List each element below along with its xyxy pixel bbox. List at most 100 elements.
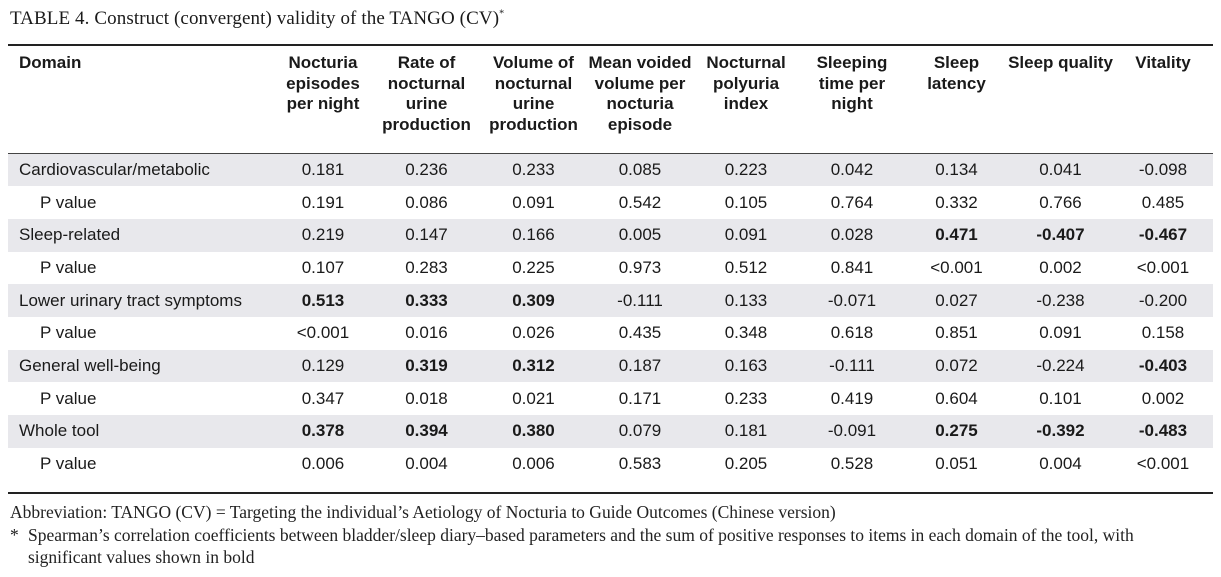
p-value-cell: 0.347 xyxy=(301,388,345,408)
correlation-cell: -0.403 xyxy=(1113,349,1213,383)
p-value-cell: 0.851 xyxy=(935,323,978,343)
correlation-cell: 0.333 xyxy=(373,284,480,317)
domain-row: General well-being 0.129 0.319 0.312 0.187 0.… xyxy=(8,349,1213,383)
correlation-cell: -0.091 xyxy=(799,415,905,448)
correlation-cell: -0.111 xyxy=(799,349,905,383)
column-header: Sleep quality xyxy=(1008,46,1113,154)
p-value-cell: 0.191 xyxy=(301,192,345,212)
column-header: Vitality xyxy=(1113,46,1213,154)
correlation-cell: 0.378 xyxy=(273,415,373,448)
p-value-cell: 0.002 xyxy=(1141,388,1185,408)
correlation-cell: -0.467 xyxy=(1113,218,1213,252)
correlation-cell: 0.394 xyxy=(373,415,480,448)
p-value-cell: 0.004 xyxy=(1039,454,1082,474)
correlation-cell: 0.041 xyxy=(1008,153,1113,187)
p-value-cell: 0.006 xyxy=(512,454,555,474)
domain-label: Lower urinary tract symptoms xyxy=(8,284,273,317)
p-value-cell: 0.086 xyxy=(405,192,448,212)
correlation-cell: 0.133 xyxy=(693,284,799,317)
correlation-cell: 0.134 xyxy=(905,153,1008,187)
domain-label: General well-being xyxy=(8,349,273,383)
p-value-cell: 0.973 xyxy=(618,257,662,277)
table-caption: TABLE 4. Construct (convergent) validity… xyxy=(10,8,504,30)
column-header: Volume of nocturnal urine production xyxy=(480,46,587,154)
p-value-cell: 0.766 xyxy=(1039,192,1082,212)
table-top-rule xyxy=(8,44,1213,46)
p-value-cell: 0.018 xyxy=(405,388,448,408)
p-value-cell: 0.233 xyxy=(724,388,768,408)
correlation-cell: 0.181 xyxy=(273,153,373,187)
p-value-cell: 0.101 xyxy=(1039,388,1082,408)
domain-row: Cardiovascular/metabolic 0.181 0.236 0.233 0… xyxy=(8,153,1213,187)
p-value-cell: <0.001 xyxy=(1136,257,1190,277)
column-header: Domain xyxy=(8,46,273,154)
correlation-cell: 0.309 xyxy=(480,284,587,317)
correlation-cell: 0.072 xyxy=(905,349,1008,383)
table-caption-label: TABLE 4. xyxy=(10,8,90,29)
column-header: Sleep latency xyxy=(905,46,1008,154)
correlation-cell: 0.129 xyxy=(273,349,373,383)
p-value-cell: 0.435 xyxy=(618,323,662,343)
p-value-cell: 0.051 xyxy=(935,454,978,474)
p-value-cell: 0.583 xyxy=(618,454,662,474)
p-value-cell: 0.618 xyxy=(830,323,874,343)
correlation-cell: 0.147 xyxy=(373,218,480,252)
correlation-cell: 0.319 xyxy=(373,349,480,383)
domain-label: Sleep-related xyxy=(8,218,273,252)
column-header: Nocturnal polyuria index xyxy=(693,46,799,154)
correlation-cell: -0.407 xyxy=(1008,218,1113,252)
footnote-star: * xyxy=(10,525,19,545)
table-caption-title: Construct (convergent) validity of the T… xyxy=(94,8,500,29)
correlation-cell: -0.071 xyxy=(799,284,905,317)
p-value-cell: 0.205 xyxy=(724,454,768,474)
p-value-row: P value 0.107 0.283 0.225 0.973 0.512 0.841 <0.… xyxy=(8,252,1213,285)
correlation-cell: -0.392 xyxy=(1008,415,1113,448)
p-value-label: P value xyxy=(40,454,97,474)
validity-table: Domain Nocturia episodes per night Rate … xyxy=(8,46,1213,480)
domain-row: Whole tool 0.378 0.394 0.380 0.079 0.181 -0.09… xyxy=(8,415,1213,448)
p-value-cell: 0.542 xyxy=(618,192,662,212)
correlation-cell: 0.166 xyxy=(480,218,587,252)
p-value-cell: 0.841 xyxy=(830,257,874,277)
p-value-cell: 0.171 xyxy=(618,388,662,408)
p-value-cell: 0.004 xyxy=(405,454,448,474)
p-value-cell: 0.225 xyxy=(512,257,555,277)
correlation-cell: -0.098 xyxy=(1113,153,1213,187)
p-value-label: P value xyxy=(40,192,97,212)
column-header: Sleeping time per night xyxy=(799,46,905,154)
p-value-cell: 0.026 xyxy=(512,323,555,343)
correlation-cell: -0.483 xyxy=(1113,415,1213,448)
footnote-star-text: Spearman’s correlation coefficients betw… xyxy=(28,525,1134,567)
correlation-cell: 0.236 xyxy=(373,153,480,187)
p-value-cell: 0.528 xyxy=(830,454,874,474)
correlation-cell: 0.027 xyxy=(905,284,1008,317)
p-value-row: P value 0.347 0.018 0.021 0.171 0.233 0.419 0.6… xyxy=(8,382,1213,415)
p-value-row: P value 0.006 0.004 0.006 0.583 0.205 0.528 0.0… xyxy=(8,448,1213,481)
p-value-cell: 0.332 xyxy=(935,192,978,212)
correlation-cell: 0.219 xyxy=(273,218,373,252)
column-header: Mean voided volume per nocturia episode xyxy=(587,46,693,154)
column-header: Rate of nocturnal urine production xyxy=(373,46,480,154)
column-header: Nocturia episodes per night xyxy=(273,46,373,154)
p-value-label: P value xyxy=(40,257,97,277)
p-value-cell: 0.006 xyxy=(301,454,345,474)
p-value-row: P value <0.001 0.016 0.026 0.435 0.348 0.618 0.… xyxy=(8,317,1213,350)
correlation-cell: 0.187 xyxy=(587,349,693,383)
p-value-cell: 0.002 xyxy=(1039,257,1082,277)
footnote-significance: * Spearman’s correlation coefficients bet… xyxy=(10,524,1210,568)
correlation-cell: -0.238 xyxy=(1008,284,1113,317)
p-value-label: P value xyxy=(40,323,97,343)
correlation-cell: 0.181 xyxy=(693,415,799,448)
header-row: Domain Nocturia episodes per night Rate … xyxy=(8,46,1213,154)
p-value-cell: 0.604 xyxy=(935,388,978,408)
correlation-cell: 0.380 xyxy=(480,415,587,448)
correlation-cell: -0.224 xyxy=(1008,349,1113,383)
p-value-row: P value 0.191 0.086 0.091 0.542 0.105 0.764 0.3… xyxy=(8,186,1213,219)
p-value-cell: 0.107 xyxy=(301,257,345,277)
p-value-cell: 0.016 xyxy=(405,323,448,343)
table-caption-mark: * xyxy=(499,8,505,20)
p-value-cell: 0.348 xyxy=(724,323,768,343)
correlation-cell: 0.005 xyxy=(587,218,693,252)
correlation-cell: 0.233 xyxy=(480,153,587,187)
p-value-cell: 0.512 xyxy=(724,257,768,277)
